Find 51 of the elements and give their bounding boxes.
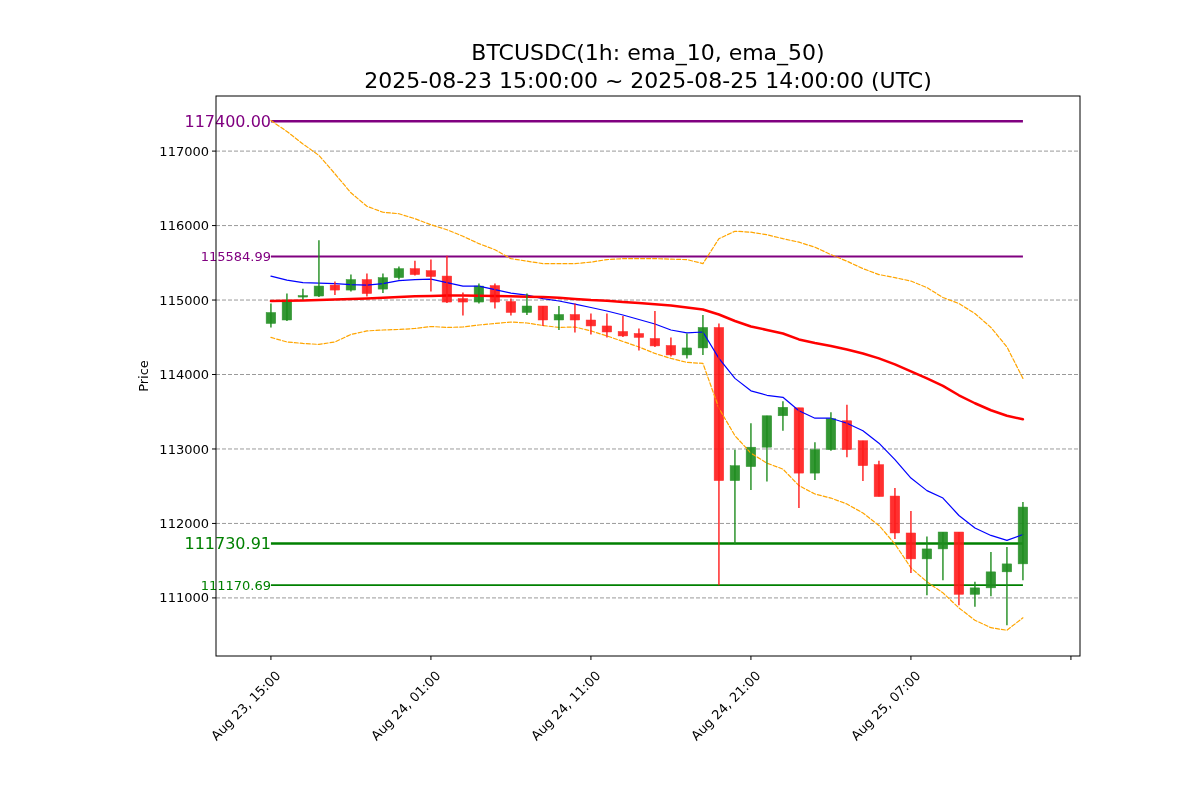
candlestick: [329, 280, 340, 296]
candlestick: [409, 259, 420, 277]
candlestick: [857, 440, 868, 482]
candlestick: [761, 415, 772, 483]
line-series: [270, 321, 1024, 631]
candlestick: [905, 510, 916, 574]
y-tick-label: 112000: [159, 516, 209, 531]
candlestick: [537, 305, 548, 327]
candlestick: [393, 265, 404, 281]
y-tick-label: 115000: [159, 292, 209, 308]
candlestick: [425, 258, 436, 293]
candlestick: [617, 315, 628, 338]
candlestick: [649, 310, 660, 348]
line-series: [270, 119, 1024, 379]
chart-title: BTCUSDC(1h: ema_10, ema_50): [471, 40, 825, 66]
candlestick: [553, 305, 564, 331]
candlestick: [665, 336, 676, 358]
candlestick: [729, 448, 740, 545]
ref-line-label: 117400.00: [184, 111, 271, 131]
y-tick-label: 117000: [159, 143, 209, 159]
line-series: [270, 275, 1024, 542]
candlestick: [601, 312, 612, 339]
candlestick: [873, 459, 884, 498]
ref-line-label: 111730.91: [184, 534, 271, 554]
candlestick: [265, 302, 276, 329]
candlestick: [809, 441, 820, 481]
candlestick: [937, 531, 948, 582]
candlestick: [1017, 501, 1028, 582]
y-axis-title: Price: [136, 360, 151, 392]
y-tick-label: 111000: [159, 590, 209, 606]
candlestick: [297, 288, 308, 301]
candlestick: [569, 302, 580, 334]
candlestick: [921, 535, 932, 597]
candlestick: [457, 291, 468, 317]
candlestick: [633, 327, 644, 352]
candlestick: [505, 297, 516, 317]
candlestick: [585, 312, 596, 336]
candlestick: [313, 239, 324, 298]
chart-subtitle: 2025-08-23 15:00:00 ~ 2025-08-25 14:00:00 (UTC): [364, 68, 932, 93]
candlestick: [521, 292, 532, 316]
candlestick: [1001, 546, 1012, 626]
ref-line-label: 111170.69: [200, 577, 271, 593]
y-tick-label: 114000: [159, 367, 209, 383]
candlestick: [953, 531, 964, 606]
y-tick-label: 116000: [159, 218, 209, 234]
candlestick: [889, 487, 900, 540]
candlestick: [969, 581, 980, 608]
candlestick: [985, 551, 996, 598]
ref-line-label: 115584.99: [200, 249, 271, 265]
y-tick-label: 113000: [159, 441, 209, 457]
candlestick: [681, 332, 692, 360]
